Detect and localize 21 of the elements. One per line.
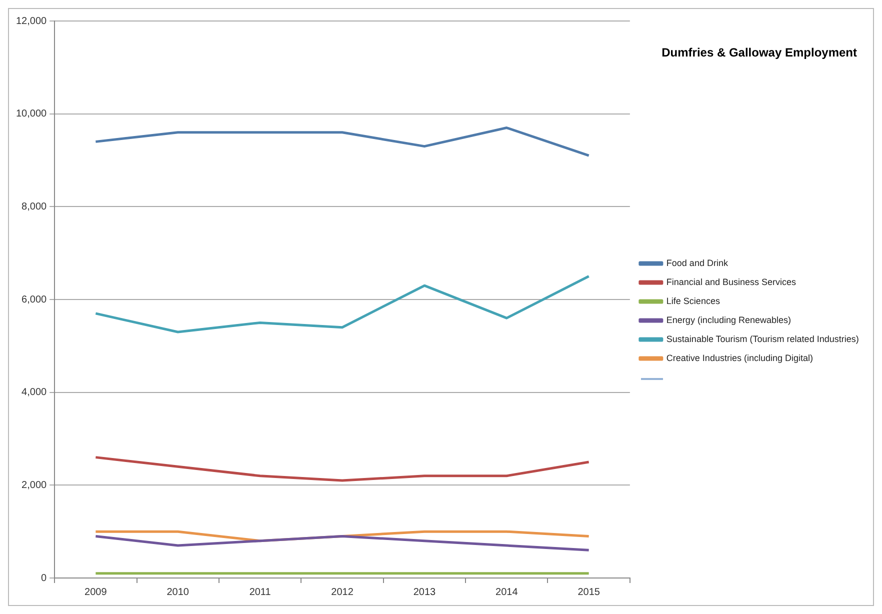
y-tick-label: 0 (41, 572, 48, 584)
y-tick-label: 12,000 (16, 16, 48, 27)
legend-label: Financial and Business Services (666, 276, 796, 287)
y-tick-label: 4,000 (22, 387, 48, 398)
x-tick-label: 2012 (331, 586, 354, 598)
legend-label: Creative Industries (including Digital) (666, 352, 813, 363)
text: Dumfries & Galloway Employment (662, 45, 857, 60)
y-tick-label: 10,000 (16, 108, 48, 120)
x-tick-label: 2014 (496, 586, 518, 598)
y-tick-label: 6,000 (22, 294, 48, 306)
x-tick-label: 2015 (578, 586, 600, 598)
legend-label: Food and Drink (666, 258, 728, 268)
x-tick-label: 2010 (166, 586, 190, 598)
legend-label: Life Sciences (666, 296, 720, 306)
x-tick-label: 2013 (413, 586, 436, 598)
legend-label: Energy (including Renewables) (666, 314, 791, 325)
x-tick-label: 2011 (249, 586, 272, 598)
y-tick-label: 8,000 (22, 201, 48, 212)
legend-label: Sustainable Tourism (Tourism related Industries) (666, 334, 859, 344)
x-tick-label: 2009 (84, 586, 108, 598)
y-tick-label: 2,000 (22, 480, 48, 491)
